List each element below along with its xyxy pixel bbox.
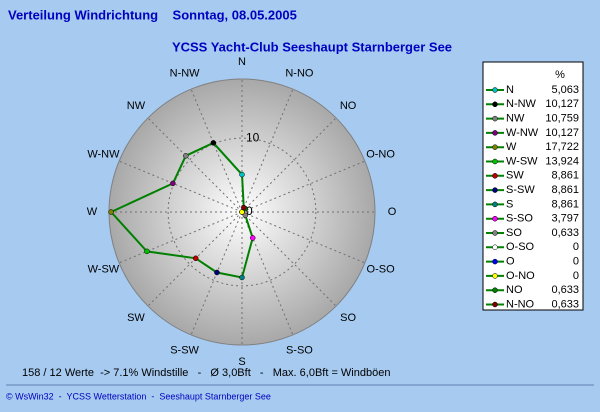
legend-label: NO	[506, 284, 523, 296]
direction-label: SO	[340, 312, 356, 324]
legend-marker	[492, 158, 498, 165]
direction-label: O-NO	[366, 149, 395, 161]
legend-marker	[492, 273, 498, 279]
spoke	[241, 88, 294, 213]
direction-label: SW	[127, 312, 145, 324]
direction-label: S	[238, 356, 245, 368]
grid-ring	[167, 137, 317, 287]
legend-label: N-NO	[506, 298, 535, 310]
legend-label: O-NO	[506, 270, 535, 282]
direction-label: O	[388, 206, 397, 218]
direction-label: W-NW	[87, 149, 120, 161]
legend-label: NW	[506, 113, 525, 125]
data-point	[249, 235, 256, 241]
legend-value: 10,127	[545, 98, 579, 110]
chart-subtitle: YCSS Yacht-Club Seeshaupt Starnberger Se…	[172, 39, 452, 54]
legend-marker	[492, 87, 498, 93]
legend-label: W-SW	[506, 155, 538, 167]
direction-label: NW	[127, 100, 146, 112]
spoke	[190, 88, 243, 213]
legend-value: 10,127	[545, 127, 579, 139]
legend-value: 0	[573, 270, 579, 282]
legend-value: 17,722	[545, 141, 579, 153]
legend-value: 0,633	[551, 284, 579, 296]
legend-value: 8,861	[551, 184, 579, 196]
legend-label: N	[506, 84, 514, 96]
direction-label: W	[87, 206, 98, 218]
legend-label: S	[506, 198, 513, 210]
legend-label: S-SO	[506, 213, 533, 225]
legend-value: 0	[573, 256, 579, 268]
legend-value: 13,924	[545, 155, 579, 167]
direction-label: N-NO	[285, 67, 314, 79]
credit: © WsWin32 - YCSS Wetterstation - Seeshau…	[6, 391, 271, 401]
legend-label: W-NW	[506, 127, 539, 139]
legend-label: SO	[506, 227, 522, 239]
legend-label: N-NW	[506, 98, 537, 110]
spoke	[147, 117, 243, 213]
legend-value: 3,797	[551, 213, 579, 225]
spoke	[118, 160, 243, 213]
legend-marker	[492, 244, 498, 251]
direction-label: NO	[340, 100, 357, 112]
direction-label: W-SW	[88, 263, 120, 275]
legend-label: SW	[506, 170, 524, 182]
direction-label: N-NW	[170, 67, 201, 79]
data-point	[108, 209, 114, 215]
data-point	[144, 248, 150, 255]
data-point	[183, 153, 189, 159]
spoke	[241, 160, 366, 213]
legend-marker	[492, 201, 498, 208]
legend-value: 8,861	[551, 198, 579, 210]
legend-marker	[492, 173, 498, 179]
r-tick-label: 0	[246, 204, 253, 218]
r-tick-label: 10	[246, 130, 260, 144]
legend-value: 8,861	[551, 170, 579, 182]
legend-value: 0	[573, 241, 579, 253]
legend-marker	[492, 287, 498, 293]
legend-label: S-SW	[506, 184, 535, 196]
direction-label: N	[238, 56, 246, 68]
legend-marker	[492, 144, 498, 150]
legend-marker	[492, 215, 498, 222]
direction-label: S-SO	[286, 344, 313, 356]
data-point	[192, 255, 199, 262]
legend-marker	[492, 130, 498, 136]
spoke	[241, 211, 337, 307]
spoke	[241, 117, 337, 213]
legend-marker	[492, 187, 498, 193]
legend-marker	[492, 301, 498, 308]
spoke	[241, 211, 294, 336]
data-point	[242, 212, 249, 219]
legend-marker	[492, 258, 498, 265]
legend-value: 5,063	[551, 84, 579, 96]
legend-label: W	[506, 141, 517, 153]
spoke	[241, 211, 366, 264]
legend-value: 10,759	[545, 113, 579, 125]
data-point	[210, 140, 217, 146]
data-point	[241, 204, 247, 211]
direction-label: O-SO	[367, 263, 396, 275]
data-point	[239, 274, 245, 281]
footer: 158 / 12 Werte -> 7.1% Windstille - Ø 3,…	[22, 367, 390, 379]
legend-value: 0,633	[551, 298, 579, 310]
data-point	[214, 269, 220, 276]
legend-label: O	[506, 256, 515, 268]
data-point	[170, 180, 176, 187]
data-point	[239, 171, 245, 178]
chart-title: Verteilung Windrichtung Sonntag, 08.05.2…	[8, 7, 297, 22]
legend-marker	[492, 230, 498, 236]
direction-label: S-SW	[170, 344, 199, 356]
legend-value: 0,633	[551, 227, 579, 239]
legend-header: %	[555, 69, 565, 81]
legend-marker	[492, 115, 498, 122]
legend-label: O-SO	[506, 241, 535, 253]
legend-marker	[492, 101, 498, 108]
spoke	[118, 211, 243, 264]
